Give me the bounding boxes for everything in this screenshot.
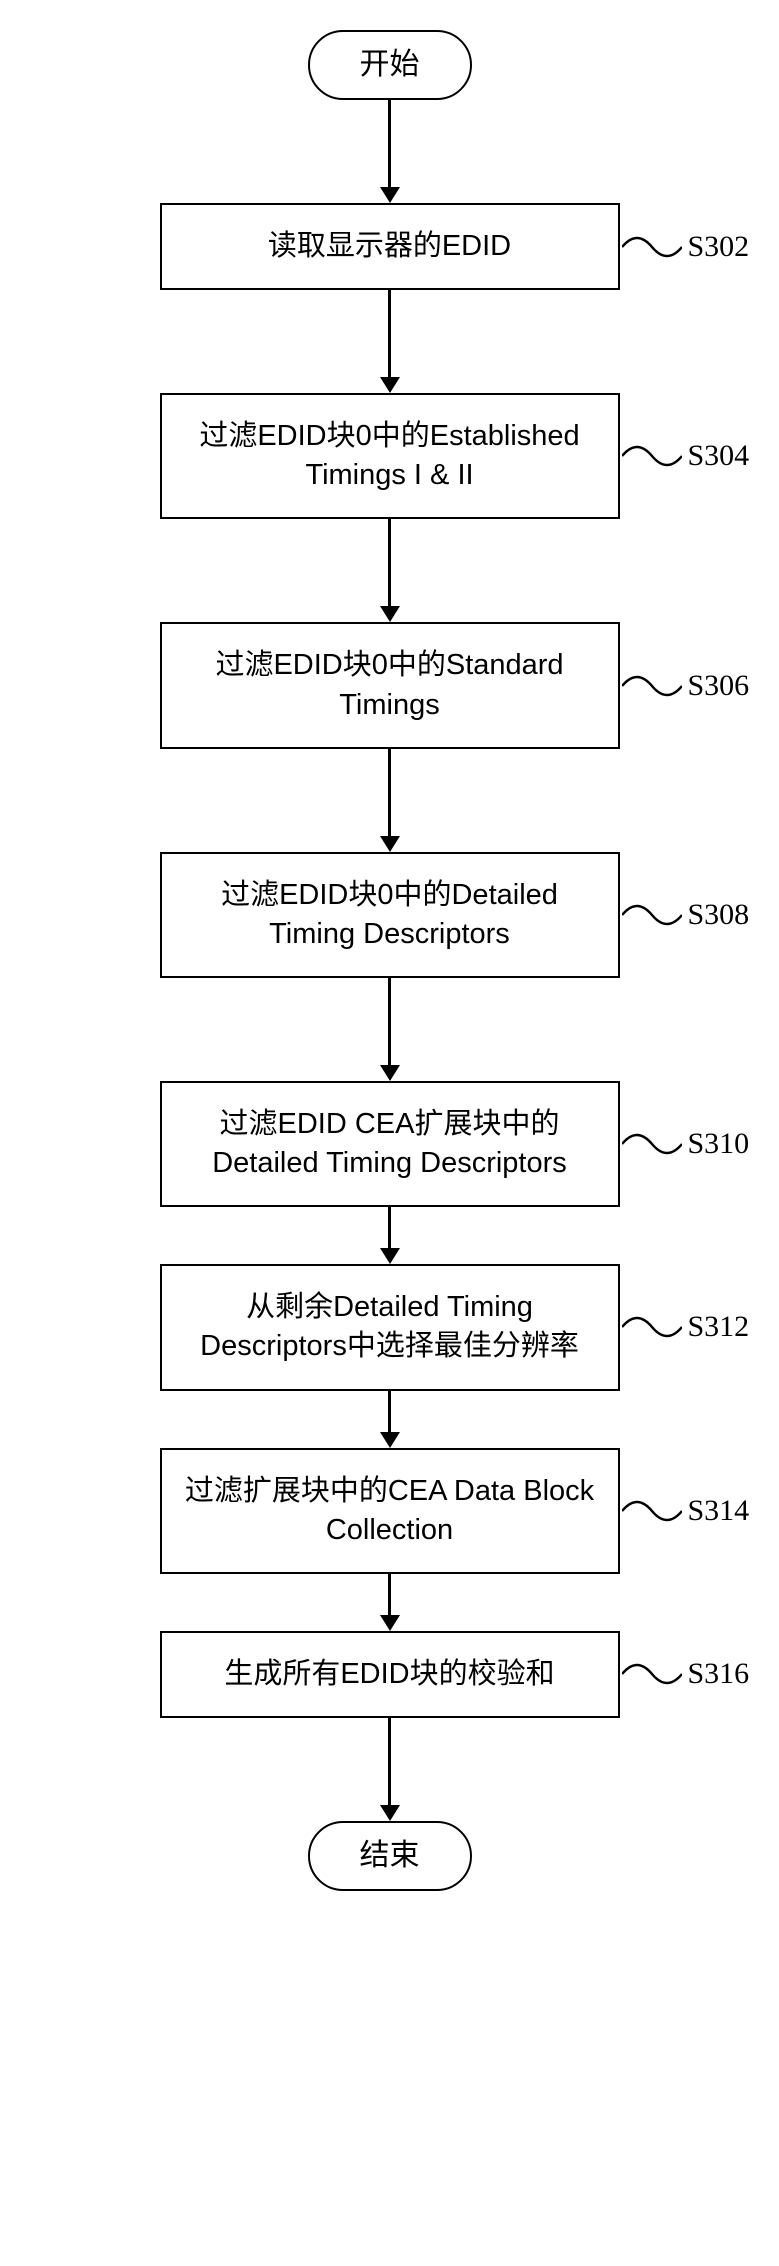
- process-box: 过滤EDID CEA扩展块中的Detailed Timing Descripto…: [160, 1081, 620, 1207]
- process-wrap-5: 从剩余Detailed Timing Descriptors中选择最佳分辨率 S…: [20, 1264, 759, 1390]
- arrow-head: [380, 1432, 400, 1448]
- step-label: S312: [622, 1307, 750, 1347]
- arrow: [380, 519, 400, 622]
- connector-curve: [622, 666, 682, 706]
- arrow-head: [380, 1248, 400, 1264]
- end-terminator: 结束: [308, 1821, 472, 1891]
- connector-curve: [622, 1654, 682, 1694]
- process-box: 过滤EDID块0中的Detailed Timing Descriptors: [160, 852, 620, 978]
- step-label: S308: [622, 895, 750, 935]
- arrow-shaft: [388, 290, 391, 378]
- step-label: S310: [622, 1124, 750, 1164]
- step-label-text: S308: [688, 898, 750, 932]
- step-label-text: S312: [688, 1310, 750, 1344]
- flowchart: 开始 读取显示器的EDID S302 过滤EDID块0中的Established…: [20, 30, 759, 1891]
- step-label: S316: [622, 1654, 750, 1694]
- process-wrap-0: 读取显示器的EDID S302: [20, 203, 759, 290]
- arrow: [380, 1718, 400, 1821]
- arrow-shaft: [388, 978, 391, 1066]
- arrow-head: [380, 1065, 400, 1081]
- connector-curve: [622, 436, 682, 476]
- connector-curve: [622, 227, 682, 267]
- step-label-text: S310: [688, 1127, 750, 1161]
- connector-curve: [622, 1124, 682, 1164]
- arrow: [380, 978, 400, 1081]
- process-wrap-2: 过滤EDID块0中的Standard Timings S306: [20, 622, 759, 748]
- process-text: 过滤扩展块中的CEA Data Block Collection: [185, 1475, 594, 1546]
- process-text: 生成所有EDID块的校验和: [224, 1658, 554, 1690]
- arrow-shaft: [388, 1391, 391, 1433]
- arrow-head: [380, 187, 400, 203]
- process-wrap-3: 过滤EDID块0中的Detailed Timing Descriptors S3…: [20, 852, 759, 978]
- arrow: [380, 749, 400, 852]
- process-box: 生成所有EDID块的校验和: [160, 1631, 620, 1718]
- process-text: 过滤EDID CEA扩展块中的Detailed Timing Descripto…: [212, 1108, 567, 1179]
- process-wrap-6: 过滤扩展块中的CEA Data Block Collection S314: [20, 1448, 759, 1574]
- process-wrap-7: 生成所有EDID块的校验和 S316: [20, 1631, 759, 1718]
- process-box: 从剩余Detailed Timing Descriptors中选择最佳分辨率: [160, 1264, 620, 1390]
- arrow: [380, 1207, 400, 1264]
- arrow-head: [380, 1805, 400, 1821]
- step-label: S302: [622, 227, 750, 267]
- arrow-shaft: [388, 1207, 391, 1249]
- arrow: [380, 1391, 400, 1448]
- arrow-shaft: [388, 100, 391, 188]
- arrow: [380, 1574, 400, 1631]
- arrow: [380, 290, 400, 393]
- arrow-shaft: [388, 749, 391, 837]
- step-label-text: S306: [688, 669, 750, 703]
- arrow-head: [380, 606, 400, 622]
- start-label: 开始: [360, 48, 420, 81]
- process-box: 过滤扩展块中的CEA Data Block Collection: [160, 1448, 620, 1574]
- process-wrap-4: 过滤EDID CEA扩展块中的Detailed Timing Descripto…: [20, 1081, 759, 1207]
- arrow: [380, 100, 400, 203]
- step-label-text: S316: [688, 1657, 750, 1691]
- process-text: 过滤EDID块0中的Standard Timings: [215, 649, 563, 720]
- step-label: S314: [622, 1491, 750, 1531]
- arrow-head: [380, 1615, 400, 1631]
- process-text: 过滤EDID块0中的Established Timings I & II: [199, 420, 579, 491]
- arrow-shaft: [388, 519, 391, 607]
- arrow-head: [380, 836, 400, 852]
- process-box: 过滤EDID块0中的Standard Timings: [160, 622, 620, 748]
- connector-curve: [622, 1307, 682, 1347]
- arrow-shaft: [388, 1574, 391, 1616]
- arrow-head: [380, 377, 400, 393]
- connector-curve: [622, 1491, 682, 1531]
- arrow-shaft: [388, 1718, 391, 1806]
- step-label: S306: [622, 666, 750, 706]
- step-label-text: S304: [688, 439, 750, 473]
- process-wrap-1: 过滤EDID块0中的Established Timings I & II S30…: [20, 393, 759, 519]
- process-text: 从剩余Detailed Timing Descriptors中选择最佳分辨率: [200, 1291, 579, 1362]
- step-label-text: S314: [688, 1494, 750, 1528]
- step-label-text: S302: [688, 230, 750, 264]
- process-box: 过滤EDID块0中的Established Timings I & II: [160, 393, 620, 519]
- end-label: 结束: [360, 1839, 420, 1872]
- start-terminator: 开始: [308, 30, 472, 100]
- process-text: 读取显示器的EDID: [268, 230, 511, 262]
- connector-curve: [622, 895, 682, 935]
- process-text: 过滤EDID块0中的Detailed Timing Descriptors: [221, 879, 558, 950]
- process-box: 读取显示器的EDID: [160, 203, 620, 290]
- step-label: S304: [622, 436, 750, 476]
